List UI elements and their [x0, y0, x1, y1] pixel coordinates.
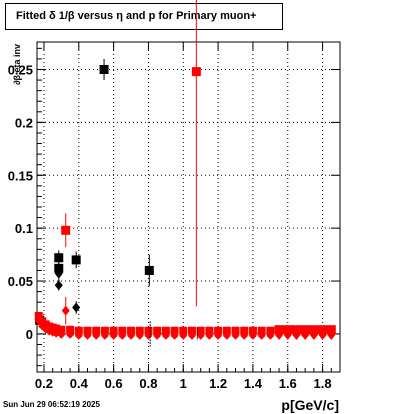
data-point-square — [222, 326, 231, 335]
data-point-square — [196, 326, 205, 335]
data-point-square — [100, 326, 109, 335]
data-point-diamond — [170, 331, 179, 340]
data-point-square — [52, 324, 61, 333]
data-point-diamond — [275, 329, 284, 340]
data-point-square — [187, 326, 196, 335]
data-point-square — [71, 255, 81, 265]
data-point-diamond — [309, 329, 318, 340]
data-point-square — [266, 326, 275, 335]
data-point-square — [161, 326, 170, 335]
data-point-square — [291, 325, 301, 335]
y-tick-label: 0.25 — [8, 63, 33, 78]
data-point-square — [170, 326, 179, 335]
data-point-square — [135, 326, 144, 335]
data-point-diamond — [54, 280, 63, 291]
data-point-diamond — [66, 330, 75, 339]
axes: 0.2 0.4 0.6 0.8 1 1.2 1.4 1.6 1.8 0 0.05 0.1 0.15 0.2… — [8, 42, 341, 391]
x-tick-label: 0.8 — [139, 376, 157, 391]
data-point-square — [54, 253, 64, 263]
data-point-diamond — [283, 329, 292, 340]
data-point-square — [144, 326, 153, 335]
x-tick-label: 0.6 — [105, 376, 123, 391]
data-point-diamond — [74, 331, 83, 340]
y-tick-label: 0.15 — [8, 168, 33, 183]
data-point-square — [318, 325, 328, 335]
data-point-square — [179, 326, 188, 335]
data-point-diamond — [231, 331, 240, 340]
data-point-diamond — [135, 331, 144, 340]
y-tick-label: 0.1 — [15, 221, 33, 236]
data-point-diamond — [100, 331, 109, 340]
data-point-square — [109, 326, 118, 335]
x-tick-label: 1.6 — [279, 376, 297, 391]
y-tick-label: 0.05 — [8, 274, 33, 289]
data-point-square — [248, 326, 257, 335]
data-point-diamond — [327, 329, 336, 340]
data-point-square — [83, 326, 92, 335]
data-point-diamond — [153, 331, 162, 340]
data-point-square — [191, 67, 201, 77]
x-tick-label: 1.4 — [244, 376, 263, 391]
data-point-diamond — [292, 329, 301, 340]
data-point-square — [66, 325, 75, 334]
plot-frame — [36, 41, 341, 373]
data-point-square — [326, 325, 336, 335]
data-point-square — [300, 325, 310, 335]
data-point-square — [205, 326, 214, 335]
data-point-square — [214, 326, 223, 335]
data-point-square — [57, 325, 66, 334]
footer-timestamp: Sun Jun 29 06:52:19 2025 — [3, 400, 100, 409]
data-point-square — [61, 225, 71, 235]
x-tick-label: 1.2 — [209, 376, 227, 391]
data-point-diamond — [318, 329, 327, 340]
data-point-diamond — [240, 331, 249, 340]
data-point-diamond — [257, 331, 266, 340]
data-point-square — [257, 326, 266, 335]
data-point-diamond — [214, 331, 223, 340]
data-point-diamond — [196, 331, 205, 340]
y-axis-label: ∂β eta inv — [12, 44, 22, 85]
data-point-diamond — [205, 331, 214, 340]
data-point-square — [274, 325, 284, 335]
data-point-square — [99, 65, 109, 74]
y-tick-label: 0.2 — [15, 115, 33, 130]
data-point-diamond — [54, 268, 63, 279]
data-point-diamond — [301, 329, 310, 340]
y-tick-label: 0 — [26, 327, 33, 342]
data-point-diamond — [161, 331, 170, 340]
data-point-diamond — [222, 331, 231, 340]
x-tick-label: 1.8 — [314, 376, 332, 391]
data-point-square — [74, 326, 83, 335]
data-point-square — [153, 326, 162, 335]
data-point-square — [240, 326, 249, 335]
data-point-square — [309, 325, 319, 335]
data-point-square — [92, 326, 101, 335]
data-point-diamond — [187, 331, 196, 340]
data-point-diamond — [266, 331, 275, 340]
data-point-square — [34, 311, 43, 320]
data-point-diamond — [127, 331, 136, 340]
data-point-diamond — [179, 331, 188, 340]
x-tick-label: 1 — [180, 376, 187, 391]
data-point-square — [283, 325, 293, 335]
data-point-diamond — [61, 305, 70, 316]
data-point-square — [127, 326, 136, 335]
data-point-diamond — [118, 331, 127, 340]
data-point-diamond — [57, 330, 66, 339]
data-point-diamond — [72, 302, 81, 313]
data-point-square — [144, 265, 154, 275]
x-tick-label: 0.4 — [70, 376, 89, 391]
data-point-diamond — [92, 331, 101, 340]
x-axis-label: p[GeV/c] — [281, 397, 339, 413]
data-point-square — [118, 326, 127, 335]
data-point-square — [231, 326, 240, 335]
data-point-diamond — [83, 331, 92, 340]
data-layer — [34, 0, 336, 347]
x-tick-label: 0.2 — [35, 376, 53, 391]
data-point-diamond — [109, 331, 118, 340]
data-point-diamond — [248, 331, 257, 340]
